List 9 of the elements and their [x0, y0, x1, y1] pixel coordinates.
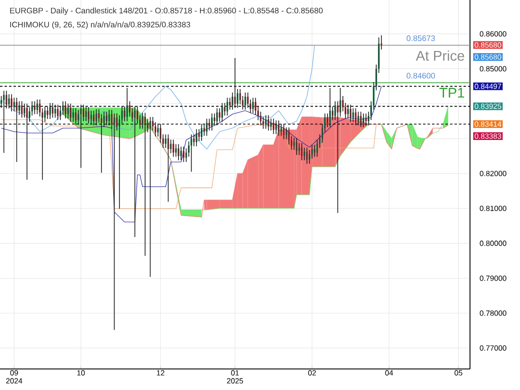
ref-line-label: TP1	[439, 88, 464, 98]
annotation: 0.84600	[406, 72, 435, 79]
ref-line-label: At Price	[416, 50, 464, 61]
text: ICHIMOKU (9, 26, 52) n/a/n/a/n/a/0.83925/0.83383	[10, 22, 190, 29]
line-series	[1, 44, 315, 150]
line-series	[1, 119, 382, 210]
line-series	[1, 86, 382, 222]
text: EURGBP - Daily - Candlestick 148/201 - O:0.85718 - H:0.85960 - L:0.85548 - C:0.85680	[10, 8, 323, 15]
annotation: 0.85673	[406, 35, 435, 42]
